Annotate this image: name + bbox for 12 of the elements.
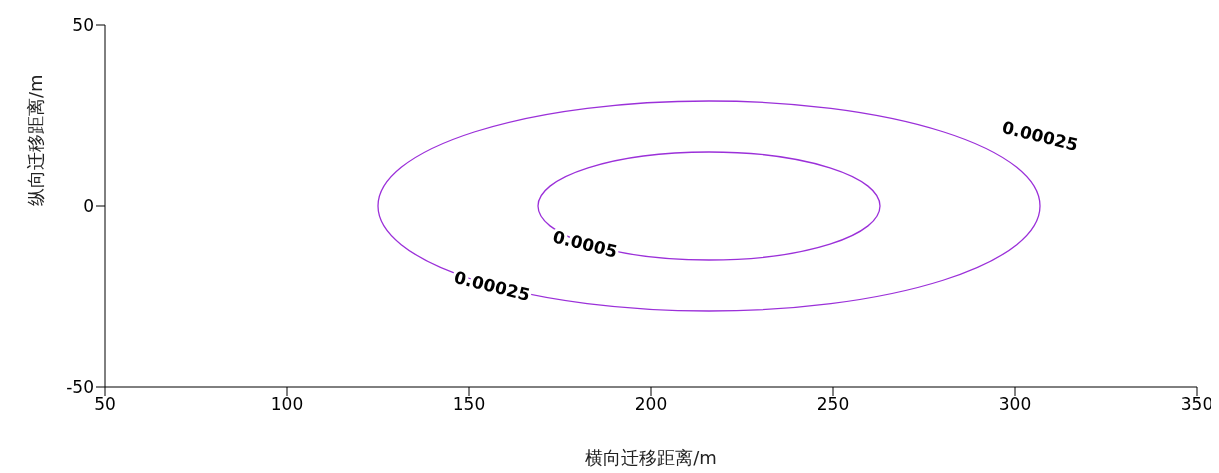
x-tick-label: 100 — [270, 394, 304, 415]
x-tick-label: 50 — [94, 394, 116, 415]
x-axis-title: 横向迁移距离/m — [584, 446, 718, 470]
annotation: 0.0005 — [550, 226, 620, 262]
y-tick-label: -50 — [66, 377, 94, 398]
y-tick-label: 50 — [72, 15, 94, 36]
x-tick-label: 150 — [452, 394, 486, 415]
x-tick-label: 300 — [998, 394, 1032, 415]
x-tick-label: 250 — [816, 394, 850, 415]
y-tick-label: 0 — [83, 196, 94, 217]
x-tick-label: 200 — [634, 394, 668, 415]
y-axis-title: 纵向迁移距离/m — [25, 74, 47, 206]
